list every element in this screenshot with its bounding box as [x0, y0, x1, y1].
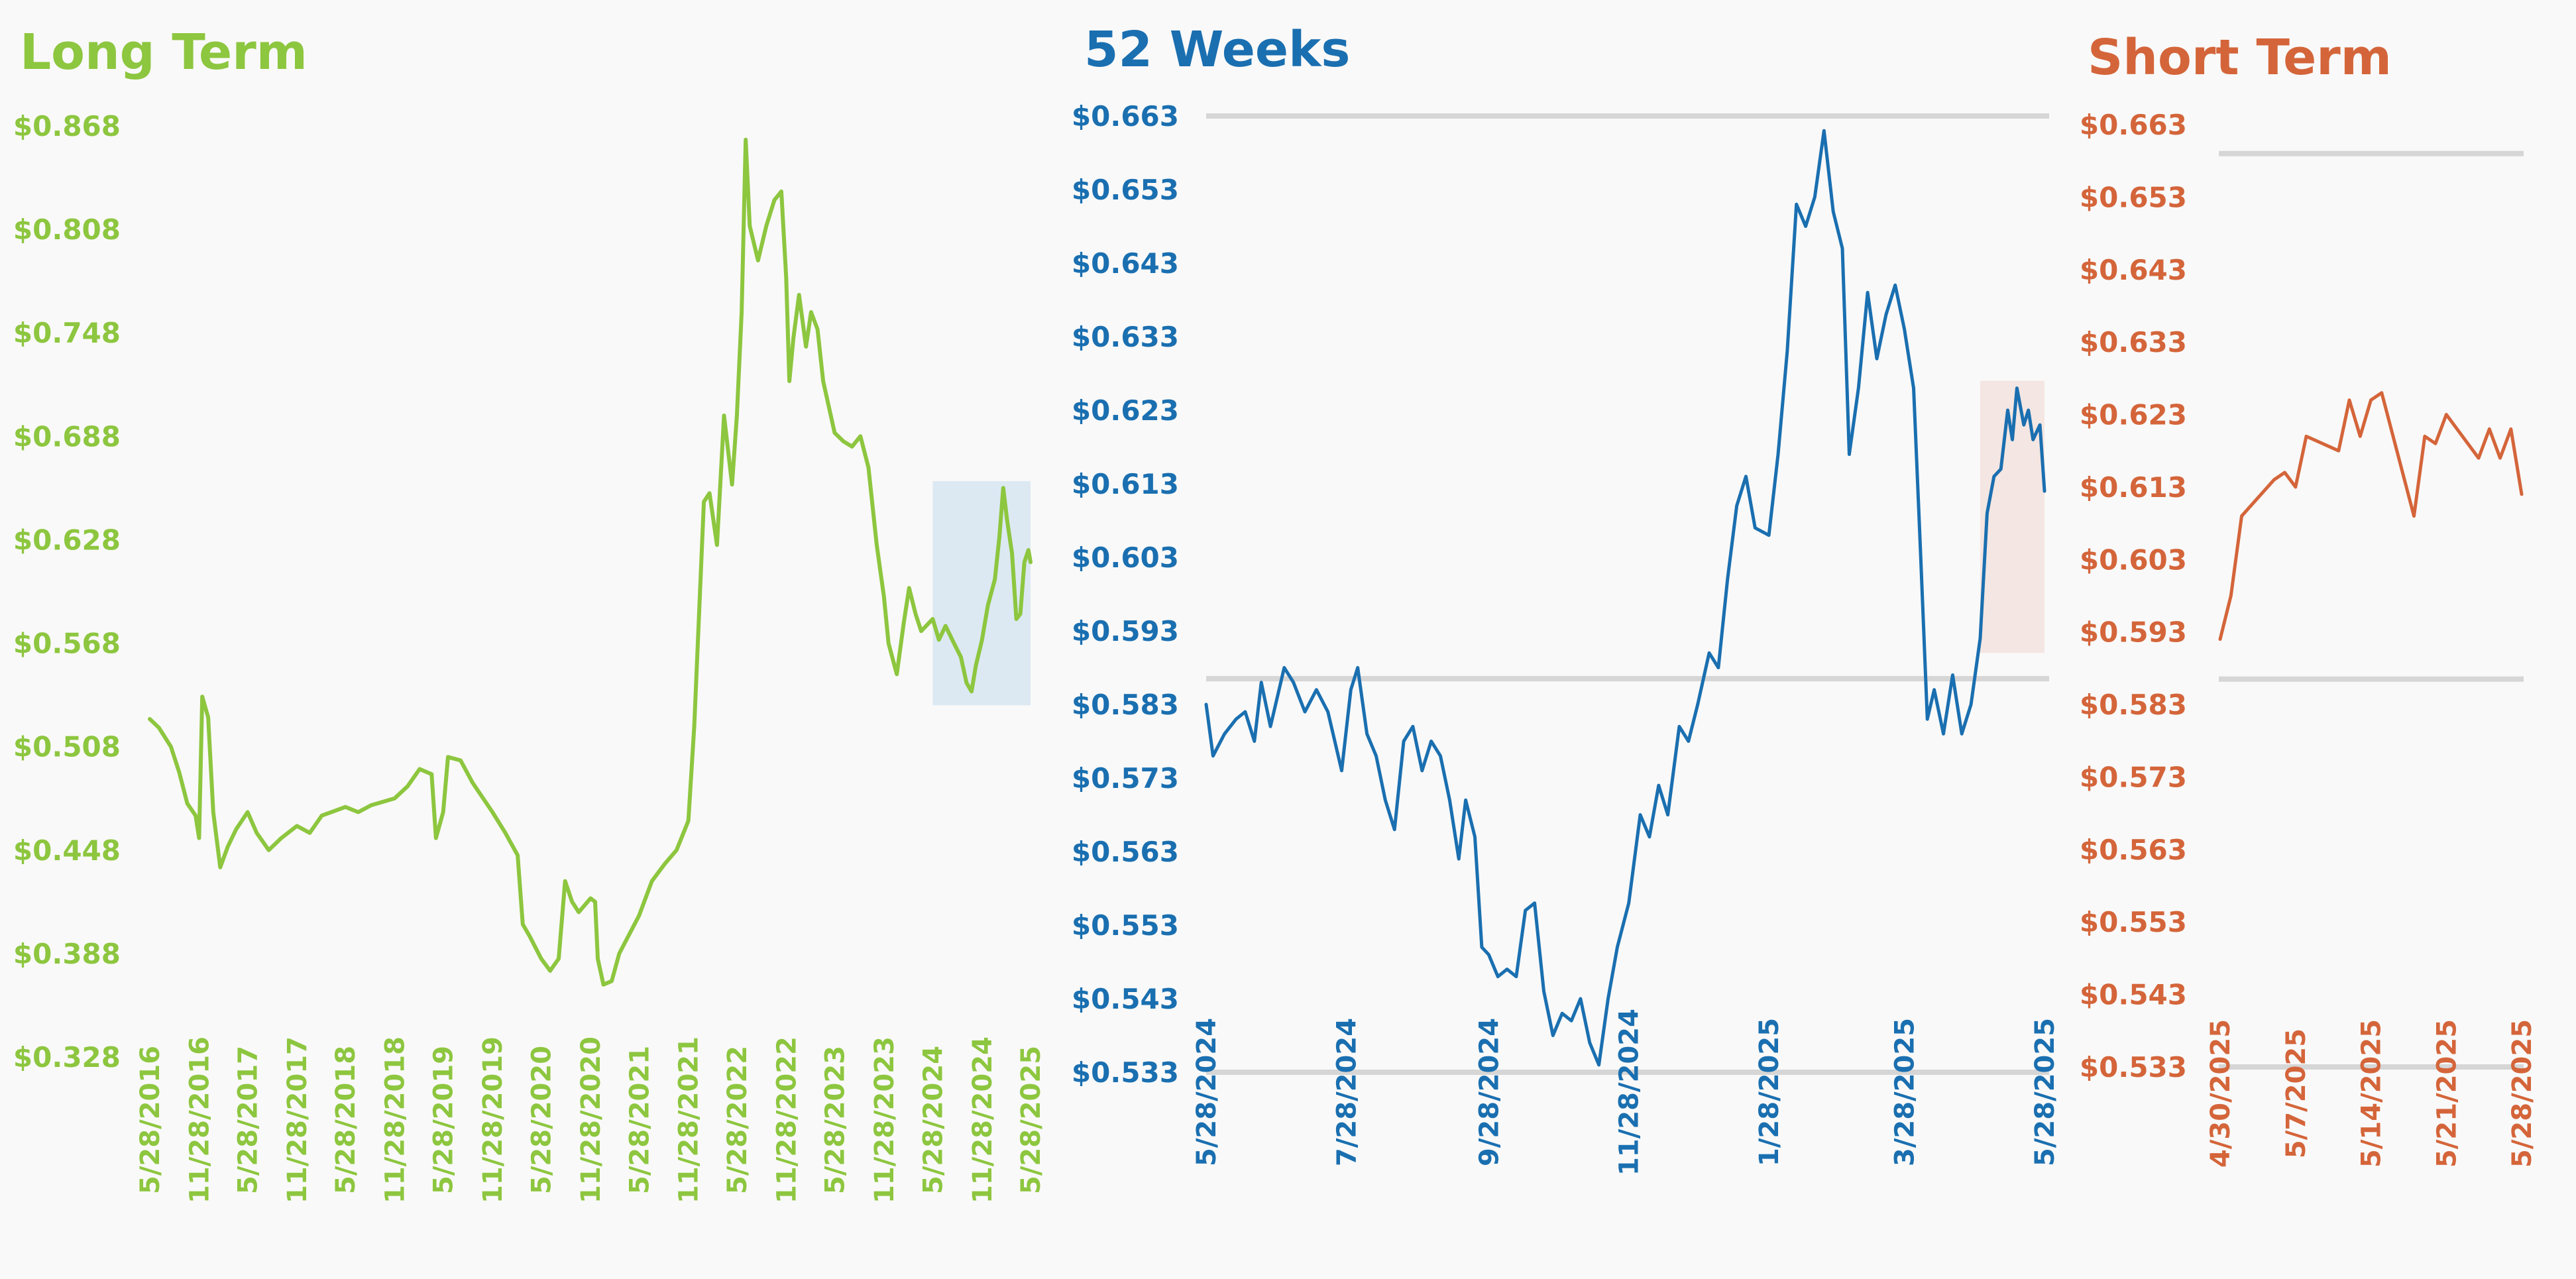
52-weeks-title: 52 Weeks [1084, 21, 1350, 78]
weeks-y-tick-label: $0.663 [1072, 100, 1179, 133]
short-x-tick-label: 5/14/2025 [2357, 1019, 2387, 1168]
short-y-tick-label: $0.623 [2080, 399, 2187, 431]
52-weeks-chart: 52 Weeks $0.663 $0.653 $0.643 $0.633 $0.623 $… [1072, 21, 2060, 1176]
weeks-x-tick-label: 11/28/2024 [1614, 1009, 1645, 1176]
long-y-tick-label: $0.388 [13, 938, 121, 970]
long-x-tick-label: 11/28/2024 [968, 1036, 998, 1203]
long-x-tick-label: 11/28/2018 [380, 1036, 411, 1203]
short-term-chart: Short Term $0.663 $0.653 $0.643 $0.633 $0.62… [2080, 29, 2538, 1168]
long-x-tick-label: 11/28/2016 [184, 1036, 215, 1203]
long-x-tick-label: 11/28/2019 [478, 1036, 508, 1203]
short-y-tick-label: $0.633 [2080, 326, 2187, 359]
weeks-y-tick-label: $0.653 [1072, 174, 1179, 206]
long-x-tick-label: 5/28/2021 [624, 1046, 655, 1194]
weeks-y-tick-label: $0.603 [1072, 541, 1179, 574]
weeks-series-line-0 [1204, 129, 2046, 1067]
short-y-tick-label: $0.603 [2080, 543, 2187, 576]
long-y-tick-label: $0.748 [13, 317, 121, 349]
long-x-tick-label: 11/28/2017 [282, 1036, 313, 1203]
short-y-tick-label: $0.553 [2080, 906, 2187, 938]
long-series-line-0 [148, 137, 1033, 987]
weeks-x-tick-label: 3/28/2025 [1890, 1018, 1921, 1166]
short-y-tick-label: $0.653 [2080, 181, 2187, 213]
short-y-tick-label: $0.543 [2080, 979, 2187, 1011]
short-y-tick-label: $0.533 [2080, 1051, 2187, 1084]
weeks-y-tick-label: $0.573 [1072, 762, 1179, 795]
weeks-x-tick-label: 1/28/2025 [1754, 1018, 1785, 1166]
long-x-tick-label: 5/28/2024 [918, 1046, 948, 1194]
long-y-tick-label: $0.328 [13, 1041, 121, 1074]
long-term-title: Long Term [20, 24, 308, 81]
long-y-tick-label: $0.628 [13, 524, 121, 556]
long-x-tick-label: 5/28/2016 [135, 1046, 166, 1194]
long-y-tick-label: $0.868 [13, 110, 121, 142]
short-x-tick-label: 5/7/2025 [2281, 1029, 2312, 1158]
short-x-tick-label: 5/21/2025 [2432, 1019, 2462, 1168]
short-y-tick-label: $0.643 [2080, 254, 2187, 286]
short-y-tick-label: $0.563 [2080, 834, 2187, 866]
long-x-tick-label: 11/28/2021 [674, 1036, 704, 1203]
long-x-tick-label: 5/28/2023 [820, 1046, 850, 1194]
long-y-tick-label: $0.448 [13, 834, 121, 867]
short-term-title: Short Term [2088, 29, 2392, 86]
weeks-y-tick-label: $0.623 [1072, 394, 1179, 427]
long-x-tick-label: 5/28/2025 [1016, 1046, 1046, 1194]
short-y-tick-label: $0.573 [2080, 761, 2187, 793]
long-y-tick-label: $0.808 [13, 213, 121, 246]
long-x-tick-label: 11/28/2023 [869, 1036, 900, 1203]
long-y-tick-label: $0.688 [13, 420, 121, 453]
long-y-tick-label: $0.508 [13, 731, 121, 763]
short-y-tick-label: $0.613 [2080, 471, 2187, 504]
long-x-tick-label: 5/28/2022 [722, 1046, 753, 1194]
weeks-x-tick-label: 5/28/2025 [2030, 1018, 2060, 1166]
weeks-y-tick-label: $0.533 [1072, 1056, 1179, 1089]
weeks-y-tick-label: $0.583 [1072, 689, 1179, 721]
weeks-y-tick-label: $0.593 [1072, 615, 1179, 647]
long-x-tick-label: 5/28/2017 [233, 1046, 264, 1194]
weeks-y-tick-label: $0.553 [1072, 909, 1179, 942]
short-y-tick-label: $0.583 [2080, 689, 2187, 721]
long-x-tick-label: 11/28/2020 [576, 1036, 606, 1203]
long-x-tick-label: 11/28/2022 [771, 1036, 802, 1203]
long-y-tick-label: $0.568 [13, 628, 121, 660]
weeks-y-tick-label: $0.633 [1072, 321, 1179, 353]
weeks-x-tick-label: 5/28/2024 [1192, 1018, 1222, 1166]
weeks-y-tick-label: $0.613 [1072, 468, 1179, 500]
weeks-y-tick-label: $0.643 [1072, 247, 1179, 280]
short-y-tick-label: $0.663 [2080, 109, 2187, 141]
long-x-tick-label: 5/28/2018 [331, 1046, 361, 1194]
long-x-tick-label: 5/28/2019 [429, 1046, 459, 1194]
weeks-y-tick-label: $0.543 [1072, 983, 1179, 1015]
weeks-y-tick-label: $0.563 [1072, 836, 1179, 868]
weeks-x-tick-label: 7/28/2024 [1331, 1018, 1362, 1166]
long-term-chart: Long Term $0.868 $0.808 $0.748 $0.688 $0.628… [13, 24, 1046, 1203]
short-x-tick-label: 5/28/2025 [2507, 1019, 2538, 1168]
short-series-line-0 [2218, 391, 2524, 641]
short-y-tick-label: $0.593 [2080, 616, 2187, 649]
weeks-x-tick-label: 9/28/2024 [1474, 1018, 1504, 1166]
short-x-tick-label: 4/30/2025 [2206, 1019, 2236, 1168]
long-x-tick-label: 5/28/2020 [527, 1046, 557, 1194]
